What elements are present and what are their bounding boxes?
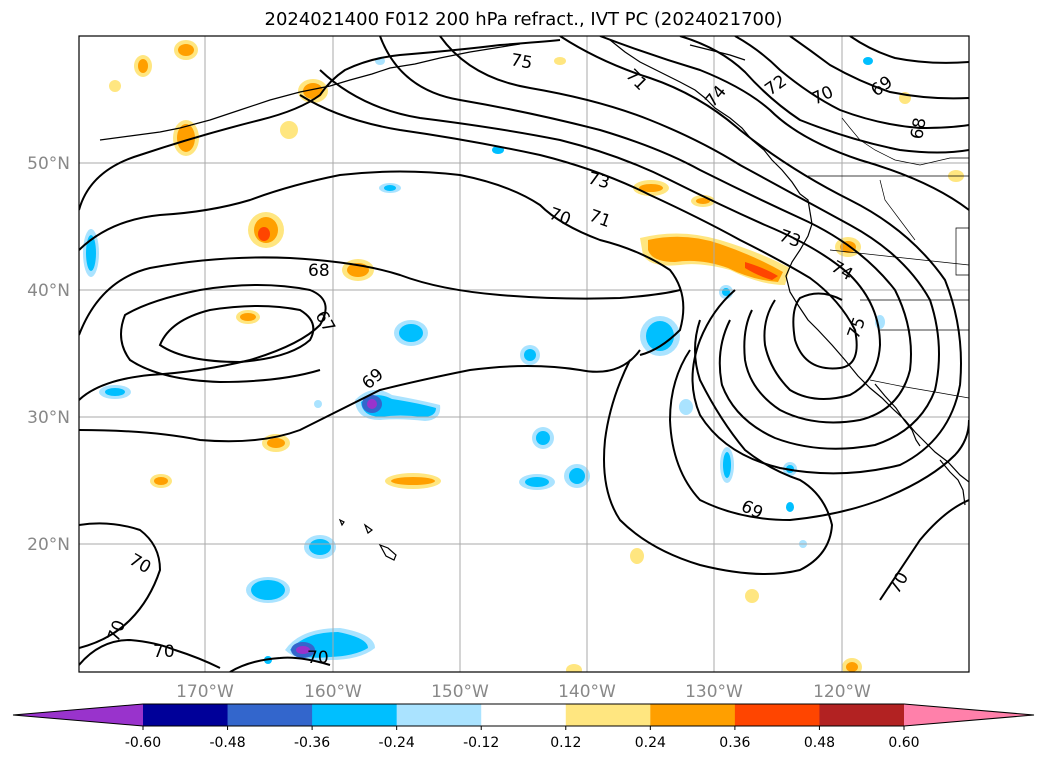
lon-label: 170°W <box>176 682 234 702</box>
lat-label: 50°N <box>27 154 70 174</box>
colorbar-label: -0.48 <box>209 735 245 751</box>
map-frame <box>78 35 970 673</box>
longitude-labels: 170°W 160°W 150°W 140°W 130°W 120°W <box>176 682 871 702</box>
contour-label: 75 <box>509 50 534 73</box>
colorbar-label: -0.12 <box>463 735 499 751</box>
lat-label: 30°N <box>27 408 70 428</box>
colorbar-swatch <box>819 704 905 726</box>
political-borders <box>808 117 969 399</box>
lon-label: 140°W <box>558 682 616 702</box>
contour-label: 70 <box>307 648 329 668</box>
lon-label: 150°W <box>431 682 489 702</box>
colorbar-swatch <box>312 704 398 726</box>
colorbar-label: 0.12 <box>550 735 581 751</box>
contour-label: 68 <box>907 116 930 141</box>
colorbar-label: 0.24 <box>635 735 666 751</box>
colorbar-swatch <box>565 704 651 726</box>
colorbar-extend-high <box>904 704 1034 726</box>
contour-label: 70 <box>153 642 175 662</box>
colorbar-swatch <box>481 704 567 726</box>
lon-label: 130°W <box>685 682 743 702</box>
colorbar-swatch <box>143 704 229 726</box>
lon-label: 160°W <box>304 682 362 702</box>
map-plot-area: 75 71 74 72 70 69 68 73 70 71 73 74 68 6… <box>79 36 969 672</box>
lat-label: 20°N <box>27 535 70 555</box>
map-title: 2024021400 F012 200 hPa refract., IVT PC… <box>264 9 783 30</box>
colorbar-label: -0.36 <box>294 735 330 751</box>
lon-label: 120°W <box>813 682 871 702</box>
colorbar-label: -0.60 <box>125 735 161 751</box>
colorbar-swatch <box>734 704 820 726</box>
latitude-labels: 50°N 40°N 30°N 20°N <box>27 154 70 555</box>
contour-label: 68 <box>308 261 330 281</box>
colorbar-label: -0.24 <box>379 735 415 751</box>
colorbar-swatch <box>650 704 736 726</box>
colorbar-label: 0.36 <box>719 735 750 751</box>
colorbar-label: 0.48 <box>804 735 835 751</box>
colorbar-extend-low <box>13 704 143 726</box>
colorbar-swatch <box>396 704 482 726</box>
anomaly-shading <box>83 40 964 672</box>
graticule <box>79 36 969 672</box>
refractivity-contours <box>79 36 969 672</box>
colorbar-label: 0.60 <box>888 735 919 751</box>
lat-label: 40°N <box>27 281 70 301</box>
colorbar: -0.60 -0.48 -0.36 -0.24 -0.12 0.12 0.24 0.36 0.4… <box>12 703 1035 751</box>
colorbar-swatch <box>227 704 313 726</box>
